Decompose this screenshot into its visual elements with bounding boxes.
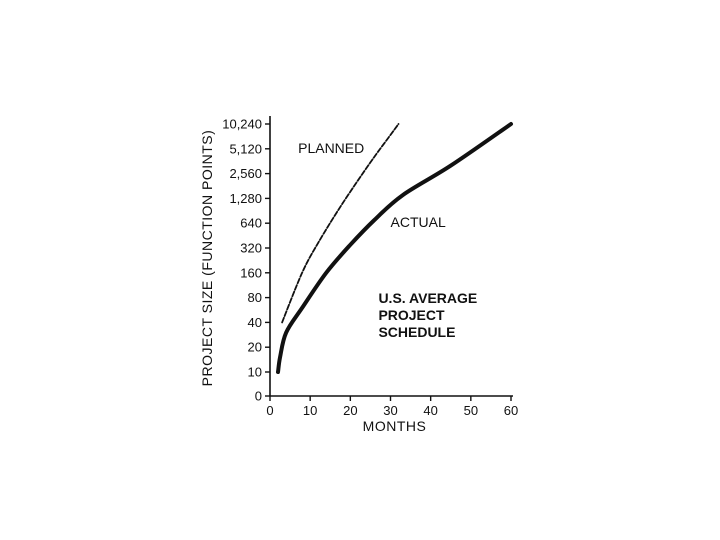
y-tick-label: 2,560 [229,166,262,181]
y-tick-label: 10,240 [222,117,262,132]
x-tick-label: 20 [343,403,357,418]
y-tick-label: 1,280 [229,191,262,206]
y-tick-label: 0 [255,389,262,404]
y-tick-label: 320 [240,241,262,256]
x-tick-label: 60 [504,403,518,418]
y-tick-label: 640 [240,216,262,231]
x-tick-label: 30 [383,403,397,418]
y-axis-title: PROJECT SIZE (FUNCTION POINTS) [199,130,215,387]
x-axis-ticks: 0 10 20 30 40 50 60 [266,396,518,418]
planned-series-line [281,123,400,324]
x-tick-label: 10 [303,403,317,418]
annotation-line-3: SCHEDULE [378,324,455,340]
x-tick-label: 0 [266,403,273,418]
planned-series-label: PLANNED [298,140,364,156]
y-tick-label: 10 [248,365,262,380]
x-tick-label: 40 [423,403,437,418]
series-layer [276,122,513,374]
y-tick-label: 160 [240,265,262,280]
y-tick-label: 40 [248,315,262,330]
x-axis-title: MONTHS [363,418,427,434]
annotation-line-1: U.S. AVERAGE [378,290,477,306]
x-tick-label: 50 [464,403,478,418]
y-tick-label: 5,120 [229,141,262,156]
y-tick-label: 20 [248,340,262,355]
actual-series-label: ACTUAL [391,214,446,230]
y-tick-label: 80 [248,290,262,305]
annotation-line-2: PROJECT [378,307,445,323]
y-axis-ticks: 0 10 20 40 80 160 320 640 1,280 2,560 5,120 10,240 [222,117,270,404]
actual-series-line [276,122,513,374]
